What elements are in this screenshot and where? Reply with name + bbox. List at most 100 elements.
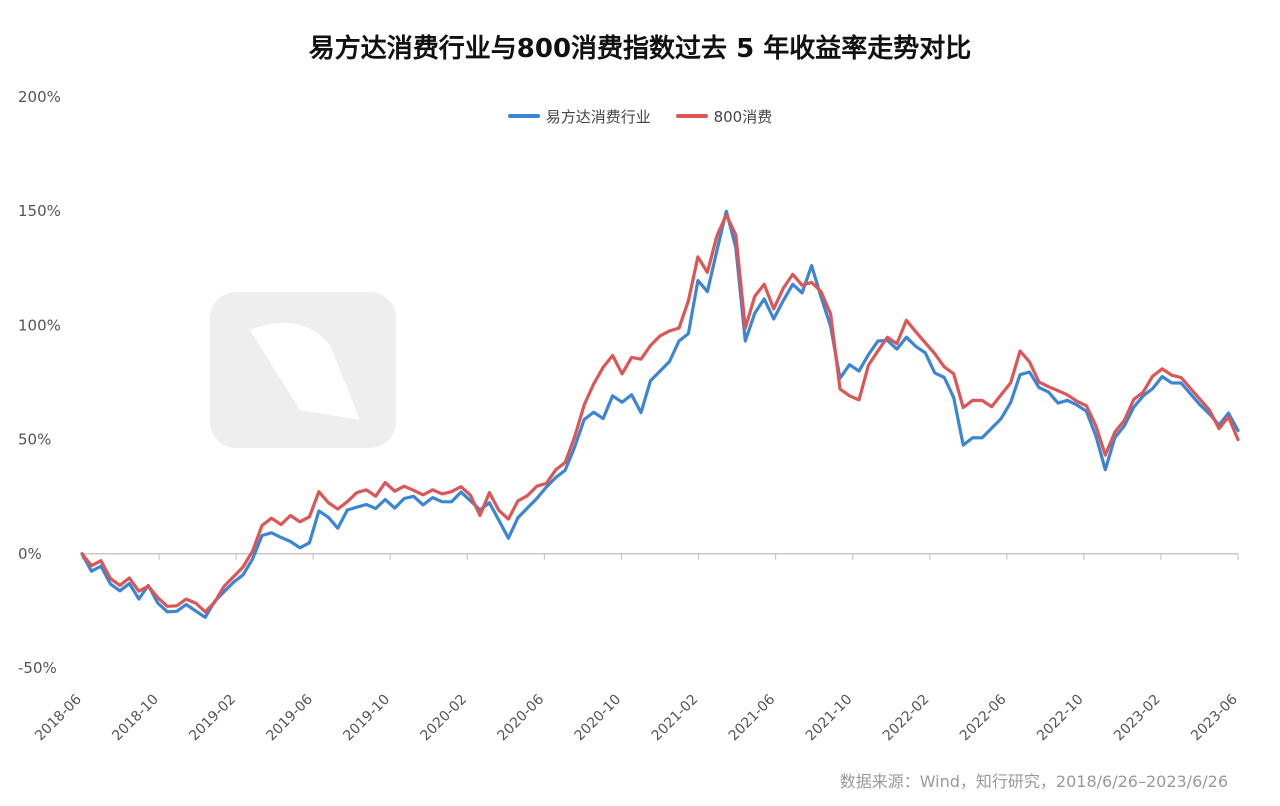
data-point <box>138 598 140 600</box>
x-tick-label: 2019-10 <box>340 692 393 745</box>
data-point <box>251 558 254 560</box>
data-point <box>1038 381 1040 383</box>
data-point <box>583 418 585 421</box>
x-tick-label: 2021-10 <box>803 692 856 745</box>
data-point <box>422 504 424 506</box>
data-point <box>564 469 566 472</box>
legend-swatch-blue <box>507 114 540 118</box>
data-point <box>1218 427 1220 430</box>
data-point <box>318 490 320 493</box>
data-point <box>754 295 756 298</box>
data-point <box>488 491 491 494</box>
data-point <box>242 574 244 576</box>
x-tick-label: 2022-10 <box>1034 692 1087 745</box>
data-point <box>90 570 93 572</box>
data-point <box>1019 350 1021 352</box>
data-point <box>697 256 699 258</box>
data-point <box>412 489 415 492</box>
data-point <box>990 427 993 430</box>
data-point <box>393 490 396 493</box>
data-point <box>971 399 974 402</box>
data-point <box>1237 429 1239 432</box>
data-point <box>782 287 784 290</box>
data-point <box>176 610 178 613</box>
data-point <box>867 364 870 366</box>
data-point <box>867 353 870 356</box>
data-point <box>829 313 832 315</box>
data-point <box>545 486 548 488</box>
x-tick-label: 2020-10 <box>572 692 625 745</box>
data-point <box>1066 399 1069 402</box>
data-point <box>1123 425 1126 427</box>
legend-label-series-1: 易方达消费行业 <box>545 107 651 126</box>
data-point <box>337 527 339 529</box>
data-point <box>1028 361 1031 363</box>
data-point <box>441 493 443 495</box>
data-point <box>952 396 955 399</box>
data-point <box>706 271 709 274</box>
data-point <box>1199 404 1201 406</box>
data-point <box>1009 382 1012 384</box>
data-point <box>431 489 434 491</box>
data-point <box>204 611 206 613</box>
data-point <box>100 559 102 562</box>
data-point <box>204 616 206 619</box>
data-point <box>138 590 140 592</box>
data-point <box>934 352 936 355</box>
data-point <box>820 290 822 293</box>
data-point <box>346 500 349 503</box>
data-point <box>422 494 424 496</box>
data-point <box>858 399 860 401</box>
data-point <box>90 564 93 567</box>
data-point <box>943 376 946 379</box>
data-point <box>185 598 187 600</box>
data-point <box>261 524 263 527</box>
data-point <box>810 281 813 284</box>
data-point <box>687 300 690 302</box>
data-point <box>270 532 273 534</box>
data-point <box>109 583 112 585</box>
data-point <box>971 436 974 439</box>
data-point <box>176 605 178 607</box>
data-point <box>1151 387 1154 390</box>
data-point <box>1104 468 1107 471</box>
data-point <box>1057 402 1059 404</box>
x-tick-label: 2018-06 <box>32 691 85 744</box>
data-point <box>1085 410 1088 413</box>
data-point <box>356 506 358 509</box>
data-point <box>1114 431 1116 434</box>
source-note: 数据来源：Wind，知行研究，2018/6/26–2023/6/26 <box>839 772 1228 791</box>
data-point <box>1038 386 1040 389</box>
data-point <box>990 405 993 408</box>
data-point <box>119 584 121 587</box>
data-point <box>251 550 254 552</box>
data-point <box>1227 416 1230 418</box>
data-point <box>981 399 983 402</box>
legend-item-series-1: 易方达消费行业 <box>507 106 651 127</box>
data-point <box>365 503 368 506</box>
data-point <box>1047 385 1050 388</box>
data-point <box>1161 368 1163 370</box>
data-point <box>450 501 453 503</box>
data-point <box>280 523 282 526</box>
data-point <box>1123 419 1126 422</box>
data-point <box>109 577 112 580</box>
data-point <box>460 491 462 493</box>
data-point <box>905 336 908 339</box>
y-axis: 200% 150% 100% 50% 0% -50% <box>18 88 61 677</box>
data-point <box>1180 382 1182 384</box>
data-point <box>896 348 898 350</box>
data-point <box>1019 373 1021 376</box>
data-point <box>166 605 169 608</box>
data-point <box>308 516 311 518</box>
x-tick-label: 2022-02 <box>880 692 933 745</box>
data-point <box>384 481 387 484</box>
data-point <box>536 497 538 500</box>
data-point <box>592 411 595 414</box>
data-point <box>602 417 604 420</box>
data-point <box>1047 391 1050 393</box>
data-point <box>725 210 728 212</box>
data-point <box>346 509 349 511</box>
data-point <box>242 566 244 568</box>
data-point <box>128 577 131 579</box>
